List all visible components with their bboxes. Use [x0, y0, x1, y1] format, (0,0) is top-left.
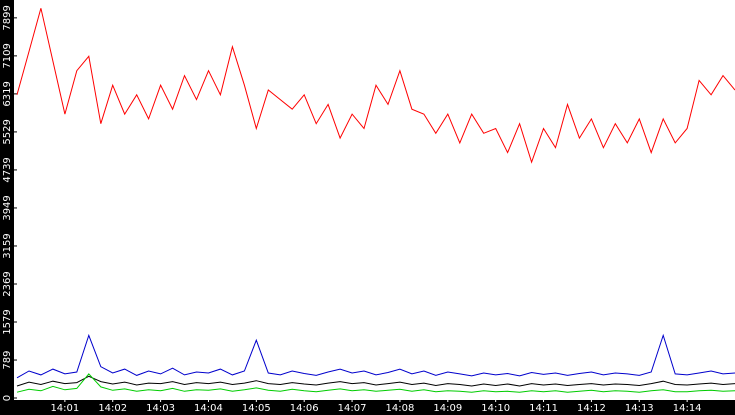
x-tick-label: 14:08 — [386, 403, 415, 414]
series-line — [16, 8, 735, 164]
y-tick-label: 3159 — [2, 233, 13, 258]
x-tick-label: 14:13 — [625, 403, 654, 414]
x-tick-label: 14:06 — [290, 403, 319, 414]
y-tick-label: 7899 — [2, 5, 13, 30]
x-tick-label: 14:10 — [481, 403, 510, 414]
y-tick-label: 4739 — [2, 157, 13, 182]
series-line — [16, 373, 735, 393]
y-tick-label: 2369 — [2, 271, 13, 296]
x-tick-label: 14:01 — [50, 403, 79, 414]
y-tick-label: 789 — [2, 350, 13, 369]
series-line — [16, 375, 735, 387]
x-tick-label: 14:07 — [338, 403, 367, 414]
y-tick-label: 0 — [2, 395, 13, 401]
x-tick-label: 14:12 — [577, 403, 606, 414]
x-tick-label: 14:02 — [98, 403, 127, 414]
x-axis-strip — [0, 400, 735, 415]
series-line — [16, 333, 735, 379]
x-tick-label: 14:14 — [673, 403, 702, 414]
x-tick-label: 14:04 — [194, 403, 223, 414]
x-tick-label: 14:05 — [242, 403, 271, 414]
x-tick-label: 14:03 — [146, 403, 175, 414]
y-tick-label: 7109 — [2, 43, 13, 68]
y-tick-label: 6319 — [2, 81, 13, 106]
y-tick-label: 5529 — [2, 119, 13, 144]
y-tick-label: 3949 — [2, 195, 13, 220]
x-tick-label: 14:11 — [529, 403, 558, 414]
x-tick-label: 14:09 — [433, 403, 462, 414]
y-axis-strip — [0, 0, 14, 415]
y-tick-label: 1579 — [2, 309, 13, 334]
